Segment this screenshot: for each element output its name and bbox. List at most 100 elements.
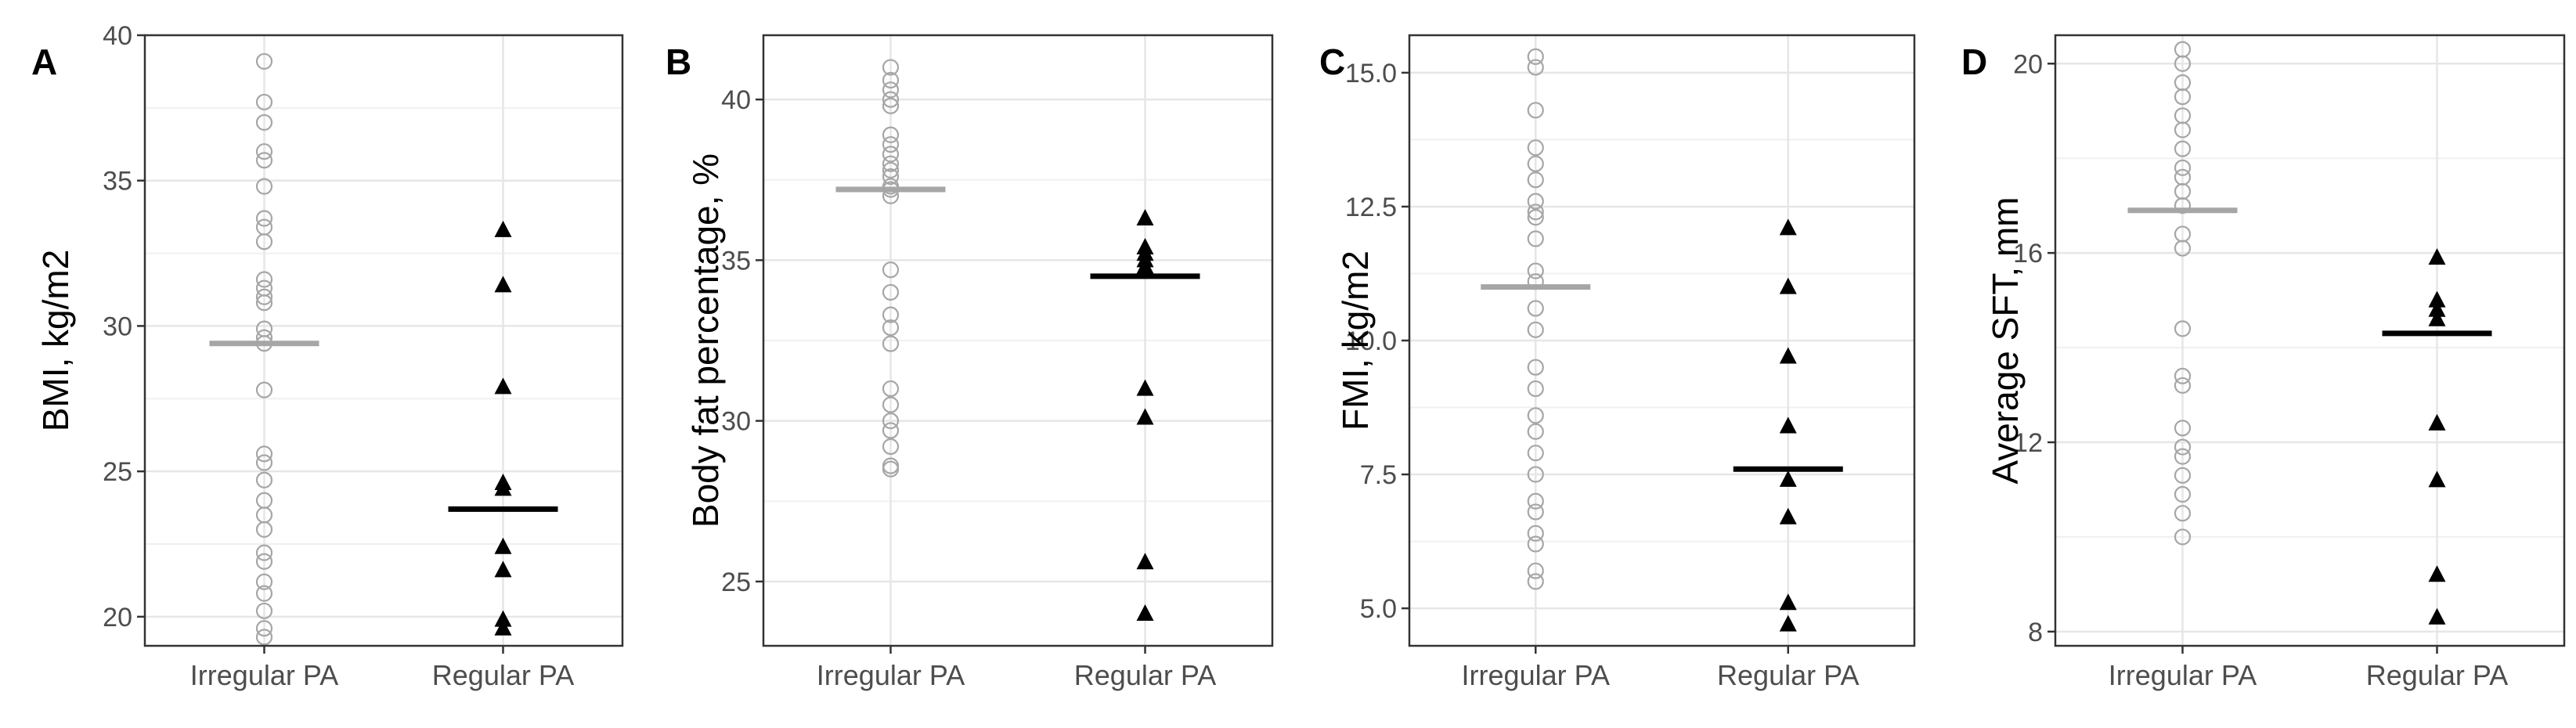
data-point-irregular-pa: [2174, 420, 2192, 437]
data-point-irregular-pa: [882, 161, 900, 179]
y-tick-label: 15.0: [1345, 59, 1397, 88]
y-tick-label: 12.5: [1345, 193, 1397, 222]
data-point-irregular-pa: [1527, 48, 1544, 65]
data-point-irregular-pa: [882, 91, 900, 108]
y-axis-label: Body fat percentage, %: [685, 153, 726, 528]
data-point-irregular-pa: [2174, 528, 2192, 546]
y-tick-label: 35: [103, 167, 132, 196]
y-tick-label: 7.5: [1360, 460, 1397, 490]
data-point-irregular-pa: [255, 602, 273, 620]
panel-label: A: [31, 41, 57, 82]
data-point-regular-pa: [494, 377, 512, 395]
data-point-irregular-pa: [2174, 505, 2192, 522]
data-point-irregular-pa: [1527, 321, 1544, 338]
data-point-regular-pa: [1136, 209, 1154, 225]
data-point-irregular-pa: [882, 146, 900, 163]
data-point-irregular-pa: [1527, 492, 1544, 510]
data-point-regular-pa: [1136, 408, 1154, 425]
data-point-irregular-pa: [2174, 485, 2192, 503]
data-point-regular-pa: [1779, 614, 1797, 632]
panel-d: 8 12 16 20 Irregular PA Regular PA Average SFT…: [1961, 34, 2566, 691]
y-tick-label: 25: [103, 457, 132, 487]
data-point-irregular-pa: [1527, 380, 1544, 398]
data-point-regular-pa: [494, 479, 512, 496]
data-point-irregular-pa: [255, 471, 273, 488]
panel-b: 25 30 35 40 Irregular PA Regular PA Body fat p…: [666, 34, 1274, 691]
data-point-irregular-pa: [882, 155, 900, 172]
data-point-irregular-pa: [255, 114, 273, 132]
y-tick-label: 12: [2013, 428, 2043, 458]
data-point-irregular-pa: [882, 81, 900, 99]
y-tick-label: 8: [2028, 618, 2043, 647]
data-point-irregular-pa: [882, 422, 900, 439]
data-point-irregular-pa: [882, 71, 900, 89]
data-point-irregular-pa: [255, 178, 273, 195]
data-point-irregular-pa: [2174, 88, 2192, 106]
data-point-irregular-pa: [882, 438, 900, 456]
data-point-regular-pa: [2428, 290, 2446, 308]
data-point-irregular-pa: [2174, 140, 2192, 157]
y-tick-label: 16: [2013, 239, 2043, 268]
data-point-irregular-pa: [255, 553, 273, 570]
data-point-irregular-pa: [1527, 423, 1544, 440]
data-point-regular-pa: [1136, 553, 1154, 570]
data-point-irregular-pa: [1527, 230, 1544, 247]
data-point-irregular-pa: [255, 233, 273, 250]
data-point-irregular-pa: [1527, 59, 1544, 76]
data-point-regular-pa: [1779, 218, 1797, 236]
data-point-irregular-pa: [1527, 573, 1544, 590]
data-point-irregular-pa: [255, 52, 273, 70]
data-point-irregular-pa: [882, 168, 900, 186]
data-point-irregular-pa: [1527, 359, 1544, 376]
panel-label: D: [1961, 41, 1987, 82]
data-point-irregular-pa: [882, 413, 900, 430]
data-point-regular-pa: [2428, 300, 2446, 317]
data-point-irregular-pa: [2174, 240, 2192, 257]
data-point-irregular-pa: [1527, 300, 1544, 317]
panel-border: [762, 34, 1274, 647]
data-point-irregular-pa: [255, 152, 273, 169]
data-point-irregular-pa: [1527, 139, 1544, 157]
data-point-irregular-pa: [255, 445, 273, 463]
data-point-irregular-pa: [255, 454, 273, 471]
panel-label: B: [666, 41, 691, 82]
data-point-regular-pa: [494, 610, 512, 627]
data-point-irregular-pa: [2174, 367, 2192, 384]
data-point-regular-pa: [1779, 507, 1797, 524]
data-point-irregular-pa: [1527, 171, 1544, 189]
data-point-irregular-pa: [882, 460, 900, 478]
data-point-regular-pa: [494, 276, 512, 293]
panel-background: [2055, 35, 2564, 646]
y-tick-label: 30: [103, 312, 132, 341]
data-point-regular-pa: [1779, 347, 1797, 364]
data-point-irregular-pa: [1527, 155, 1544, 172]
panel-border: [2054, 34, 2566, 647]
data-point-irregular-pa: [882, 59, 900, 76]
data-point-irregular-pa: [255, 585, 273, 602]
data-point-irregular-pa: [1527, 407, 1544, 424]
panel-border: [143, 34, 624, 647]
data-point-regular-pa: [1136, 257, 1154, 274]
y-tick-label: 20: [103, 603, 132, 632]
data-point-regular-pa: [1779, 593, 1797, 611]
data-point-irregular-pa: [255, 288, 273, 305]
data-point-irregular-pa: [255, 544, 273, 561]
data-point-irregular-pa: [882, 306, 900, 323]
data-point-irregular-pa: [2174, 121, 2192, 139]
data-point-irregular-pa: [882, 126, 900, 143]
data-point-irregular-pa: [1527, 193, 1544, 210]
data-point-irregular-pa: [2174, 467, 2192, 484]
data-point-irregular-pa: [2174, 159, 2192, 176]
data-point-irregular-pa: [1527, 524, 1544, 542]
panel-background: [145, 35, 622, 646]
data-point-irregular-pa: [255, 521, 273, 539]
data-point-irregular-pa: [1527, 445, 1544, 462]
data-point-irregular-pa: [2174, 55, 2192, 72]
data-point-irregular-pa: [882, 396, 900, 413]
data-point-irregular-pa: [1527, 209, 1544, 226]
data-point-regular-pa: [2428, 470, 2446, 488]
data-point-irregular-pa: [1527, 204, 1544, 221]
data-point-irregular-pa: [882, 261, 900, 279]
x-tick-label: Irregular PA: [190, 659, 338, 691]
data-point-regular-pa: [2428, 413, 2446, 431]
